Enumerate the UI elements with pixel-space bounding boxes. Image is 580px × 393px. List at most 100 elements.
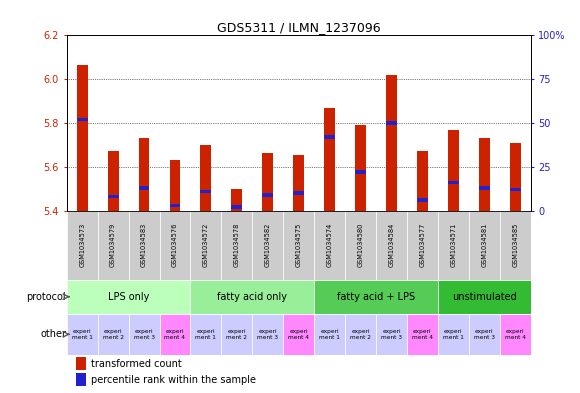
Bar	[314, 314, 345, 354]
Bar	[407, 211, 438, 279]
Bar	[283, 211, 314, 279]
Bar	[231, 189, 242, 211]
Text: experi
ment 3: experi ment 3	[258, 329, 278, 340]
Bar	[479, 138, 490, 211]
Bar	[190, 211, 222, 279]
Text: experi
ment 1: experi ment 1	[443, 329, 464, 340]
Bar	[438, 314, 469, 354]
Text: GSM1034577: GSM1034577	[419, 223, 426, 267]
Text: other: other	[40, 329, 66, 339]
Bar	[293, 191, 304, 195]
Bar	[108, 151, 118, 211]
Bar	[97, 211, 129, 279]
Text: GSM1034585: GSM1034585	[512, 223, 519, 267]
Text: GSM1034572: GSM1034572	[203, 223, 209, 267]
Text: fatty acid only: fatty acid only	[218, 292, 287, 302]
Text: LPS only: LPS only	[108, 292, 149, 302]
Text: experi
ment 2: experi ment 2	[103, 329, 124, 340]
Bar	[252, 211, 283, 279]
Bar	[376, 314, 407, 354]
Bar	[139, 186, 150, 189]
Bar	[448, 130, 459, 211]
Text: GSM1034584: GSM1034584	[389, 223, 394, 267]
Bar	[190, 314, 222, 354]
Bar	[139, 138, 150, 211]
Bar	[129, 211, 160, 279]
Bar	[324, 135, 335, 139]
Text: experi
ment 1: experi ment 1	[72, 329, 93, 340]
Text: experi
ment 2: experi ment 2	[350, 329, 371, 340]
Bar	[510, 188, 521, 191]
Bar	[417, 151, 428, 211]
Bar	[293, 155, 304, 211]
Bar	[201, 189, 211, 193]
Bar	[314, 211, 345, 279]
Bar	[222, 314, 252, 354]
Bar	[67, 211, 97, 279]
Bar	[76, 357, 86, 370]
Text: GSM1034583: GSM1034583	[141, 223, 147, 267]
Text: GSM1034575: GSM1034575	[296, 223, 302, 267]
Bar	[222, 211, 252, 279]
Text: protocol: protocol	[27, 292, 66, 302]
Text: experi
ment 3: experi ment 3	[381, 329, 402, 340]
Bar	[77, 118, 88, 121]
Text: experi
ment 1: experi ment 1	[195, 329, 216, 340]
Bar	[77, 65, 88, 211]
Bar	[76, 373, 86, 386]
Bar	[438, 279, 531, 314]
Bar	[201, 145, 211, 211]
Text: GSM1034578: GSM1034578	[234, 223, 240, 267]
Text: experi
ment 3: experi ment 3	[133, 329, 154, 340]
Text: GSM1034571: GSM1034571	[450, 223, 456, 267]
Text: percentile rank within the sample: percentile rank within the sample	[91, 375, 256, 385]
Bar	[345, 314, 376, 354]
Text: experi
ment 4: experi ment 4	[165, 329, 186, 340]
Text: experi
ment 1: experi ment 1	[319, 329, 340, 340]
Bar	[407, 314, 438, 354]
Text: GSM1034574: GSM1034574	[327, 223, 333, 267]
Bar	[324, 108, 335, 211]
Bar	[500, 314, 531, 354]
Text: experi
ment 2: experi ment 2	[226, 329, 247, 340]
Bar	[314, 279, 438, 314]
Bar	[129, 314, 160, 354]
Bar	[67, 314, 97, 354]
Bar	[160, 314, 190, 354]
Bar	[169, 160, 180, 211]
Text: experi
ment 4: experi ment 4	[288, 329, 309, 340]
Bar	[376, 211, 407, 279]
Text: GSM1034573: GSM1034573	[79, 223, 85, 267]
Bar	[169, 204, 180, 207]
Text: GSM1034582: GSM1034582	[264, 223, 271, 267]
Text: fatty acid + LPS: fatty acid + LPS	[337, 292, 415, 302]
Bar	[355, 170, 366, 174]
Bar	[469, 314, 500, 354]
Bar	[469, 211, 500, 279]
Text: experi
ment 4: experi ment 4	[412, 329, 433, 340]
Bar	[108, 195, 118, 198]
Text: unstimulated: unstimulated	[452, 292, 517, 302]
Bar	[262, 193, 273, 196]
Bar	[438, 211, 469, 279]
Bar	[345, 211, 376, 279]
Text: GSM1034576: GSM1034576	[172, 223, 178, 267]
Text: GSM1034580: GSM1034580	[357, 223, 364, 267]
Bar	[479, 186, 490, 189]
Bar	[500, 211, 531, 279]
Bar	[160, 211, 190, 279]
Bar	[283, 314, 314, 354]
Text: GSM1034579: GSM1034579	[110, 223, 116, 267]
Bar	[448, 181, 459, 184]
Title: GDS5311 / ILMN_1237096: GDS5311 / ILMN_1237096	[217, 21, 380, 34]
Text: transformed count: transformed count	[91, 358, 182, 369]
Bar	[231, 206, 242, 209]
Text: GSM1034581: GSM1034581	[481, 223, 487, 267]
Bar	[386, 121, 397, 125]
Bar	[190, 279, 314, 314]
Bar	[355, 125, 366, 211]
Bar	[262, 152, 273, 211]
Bar	[67, 279, 190, 314]
Bar	[252, 314, 283, 354]
Bar	[386, 75, 397, 211]
